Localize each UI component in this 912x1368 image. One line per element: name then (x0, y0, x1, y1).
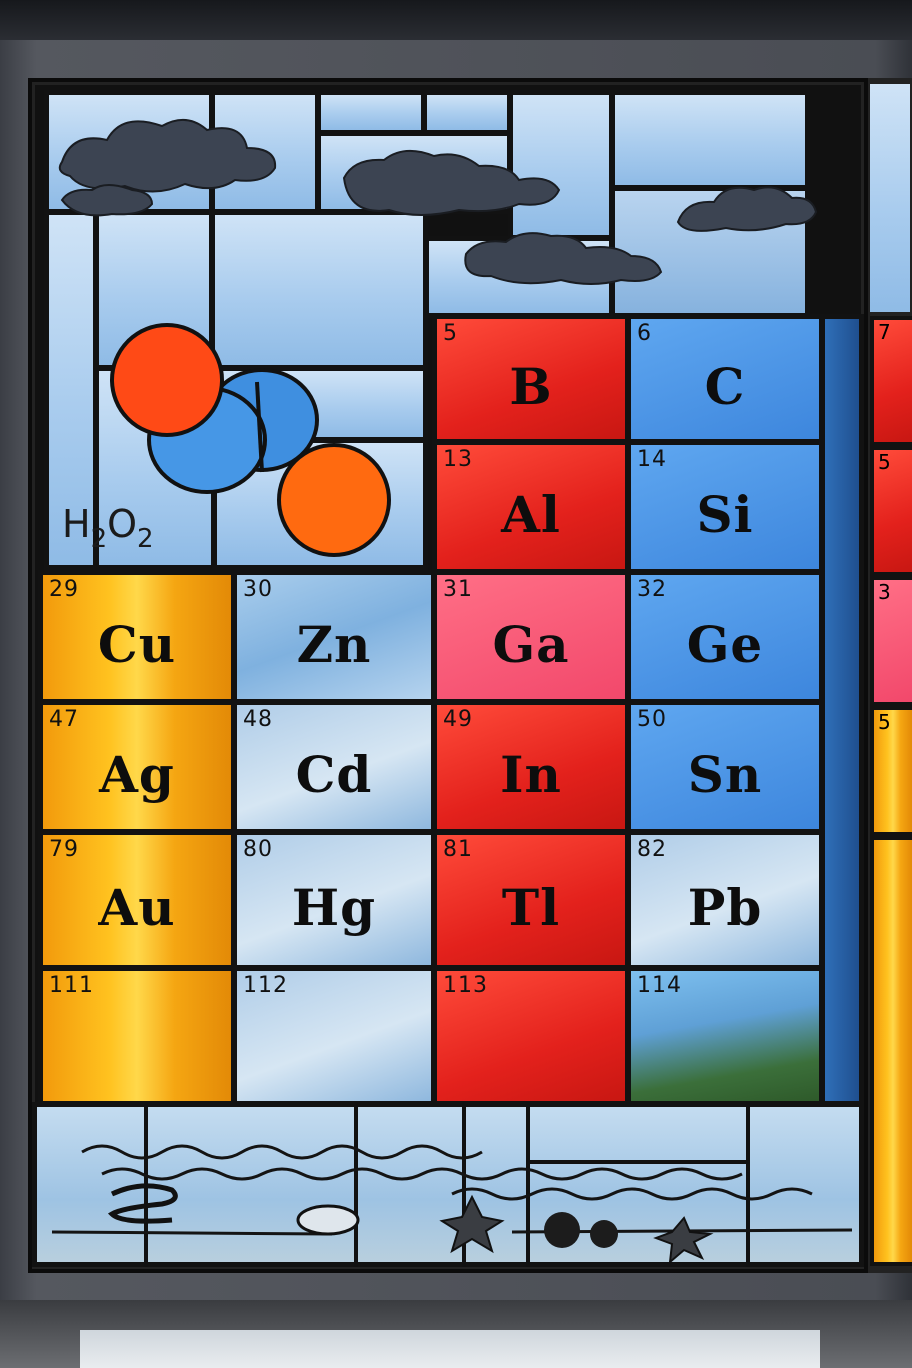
adjacent-tile: 5 (870, 706, 912, 836)
element-symbol: Pb (687, 877, 763, 937)
element-symbol: In (500, 744, 562, 804)
element-tile-pb: 82 Pb (626, 830, 824, 970)
atomic-number: 48 (243, 707, 273, 732)
sky-pane (508, 90, 614, 240)
adjacent-tile-number: 3 (878, 580, 891, 604)
adjacent-window: 7 5 3 5 (868, 78, 912, 1273)
element-symbol: C (704, 356, 746, 416)
floor-glass-door (80, 1330, 820, 1368)
cloud-icon (464, 232, 663, 285)
formula-h: H (62, 502, 91, 546)
molecule-illustration (110, 323, 391, 557)
atomic-number: 6 (637, 321, 652, 346)
adjacent-tile: 7 (870, 316, 912, 446)
atomic-number: 31 (443, 577, 473, 602)
atom-icon (277, 443, 391, 557)
formula-label: H2O2 (62, 502, 154, 554)
atomic-number: 32 (637, 577, 667, 602)
element-tile-sn: 50 Sn (626, 700, 824, 834)
atomic-number: 49 (443, 707, 473, 732)
atomic-number: 29 (49, 577, 79, 602)
sea-urchin-icon (544, 1212, 580, 1248)
atomic-number: 14 (637, 447, 667, 472)
element-tile-ga: 31 Ga (432, 570, 630, 704)
element-tile-ge: 32 Ge (626, 570, 824, 704)
element-tile-al: 13 Al (432, 440, 630, 574)
sky-pane (44, 210, 98, 570)
element-tile-tl: 81 Tl (432, 830, 630, 970)
element-symbol: Al (501, 484, 561, 544)
element-symbol: Sn (687, 744, 763, 804)
element-symbol: Tl (501, 877, 561, 937)
element-symbol: Cd (295, 744, 373, 804)
cloud-icon (60, 184, 154, 217)
adjacent-tile: 5 (870, 446, 912, 576)
element-tile-hg: 80 Hg (232, 830, 436, 970)
formula-o: O (107, 502, 138, 546)
element-symbol: Zn (296, 614, 372, 674)
element-symbol: Cu (97, 614, 177, 674)
element-symbol: Si (696, 484, 754, 544)
sea-panel (32, 1102, 864, 1267)
element-tile-113: 113 (432, 966, 630, 1106)
element-symbol: Ge (686, 614, 764, 674)
side-strip (820, 314, 864, 1106)
element-symbol: Ag (99, 744, 175, 804)
shell-icon (296, 1204, 360, 1236)
eel-icon (107, 1183, 178, 1224)
atomic-number: 47 (49, 707, 79, 732)
element-tile-zn: 30 Zn (232, 570, 436, 704)
element-symbol: B (509, 356, 553, 416)
atomic-number: 30 (243, 577, 273, 602)
adjacent-tile-number: 5 (878, 710, 891, 734)
atomic-number: 13 (443, 447, 473, 472)
element-tile-in: 49 In (432, 700, 630, 834)
atomic-number: 113 (443, 973, 488, 998)
element-symbol: Hg (291, 877, 377, 937)
element-symbol: Au (98, 877, 176, 937)
adjacent-tile: 3 (870, 576, 912, 706)
atomic-number: 5 (443, 321, 458, 346)
formula-sub: 2 (90, 524, 108, 554)
element-symbol: Ga (492, 614, 570, 674)
element-tile-cu: 29 Cu (38, 570, 236, 704)
cloud-icon (676, 186, 818, 232)
cloud-icon (342, 149, 561, 216)
adjacent-tile-number: 7 (878, 320, 891, 344)
element-tile-112: 112 (232, 966, 436, 1106)
atomic-number: 80 (243, 837, 273, 862)
atomic-number: 79 (49, 837, 79, 862)
sky-pane (422, 90, 512, 135)
element-tile-114: 114 (626, 966, 824, 1106)
atomic-number: 112 (243, 973, 288, 998)
element-tile-cd: 48 Cd (232, 700, 436, 834)
atomic-number: 82 (637, 837, 667, 862)
element-tile-au: 79 Au (38, 830, 236, 970)
atomic-number: 50 (637, 707, 667, 732)
atomic-number: 114 (637, 973, 682, 998)
starfish-icon (653, 1216, 714, 1265)
starfish-icon (439, 1194, 505, 1254)
atom-icon (110, 323, 224, 437)
clouds (58, 119, 818, 285)
cloud-icon (58, 119, 277, 193)
adjacent-tile-number: 5 (878, 450, 891, 474)
element-tile-ag: 47 Ag (38, 700, 236, 834)
sea-life-illustration (51, 1102, 853, 1267)
formula-sub: 2 (137, 524, 154, 554)
element-tile-si: 14 Si (626, 440, 824, 574)
sea-urchin-icon (590, 1220, 618, 1248)
atomic-number: 81 (443, 837, 473, 862)
element-tile-111: 111 (38, 966, 236, 1106)
atomic-number: 111 (49, 973, 94, 998)
